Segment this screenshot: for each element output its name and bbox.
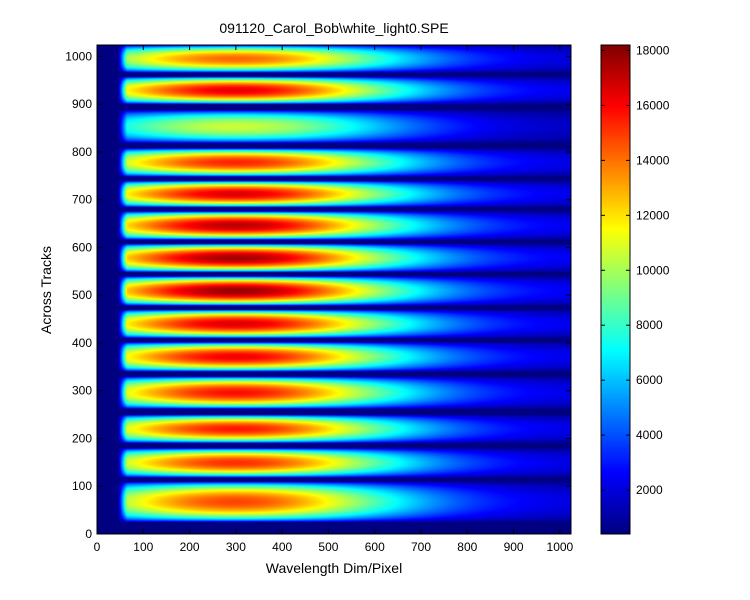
colorbar-gradient-container	[601, 45, 630, 534]
colorbar: 2000 4000 6000 8000 10000 12000 14000 16000 1800…	[600, 43, 670, 535]
colorbar-axis: 2000 4000 6000 8000 10000 12000 14000 16000 1800…	[601, 43, 670, 497]
colorbar-gradient	[601, 45, 630, 534]
colorbar-tick-label: 12000	[636, 208, 670, 222]
y-tick-label: 200	[72, 431, 92, 445]
colorbar-tick-label: 4000	[636, 428, 663, 442]
heatmap-image	[97, 45, 571, 534]
y-tick-label: 600	[72, 240, 92, 254]
colorbar-tick-label: 6000	[636, 373, 663, 387]
colorbar-tick-label: 2000	[636, 483, 663, 497]
x-tick-label: 1000	[547, 540, 574, 554]
chart-title: 091120_Carol_Bob\white_light0.SPE	[219, 20, 448, 36]
colorbar-tick-label: 18000	[636, 43, 670, 57]
y-axis: 0 100 200 300 400 500 600 700 800 900 1000	[65, 49, 571, 541]
x-tick-label: 100	[133, 540, 153, 554]
x-axis: 0 100 200 300 400 500 600 700 800 900 1000	[94, 45, 574, 554]
x-tick-label: 0	[94, 540, 101, 554]
x-axis-label: Wavelength Dim/Pixel	[266, 560, 402, 576]
colorbar-tick-label: 8000	[636, 318, 663, 332]
y-tick-label: 100	[72, 479, 92, 493]
x-tick-label: 400	[272, 540, 292, 554]
colorbar-tick-label: 10000	[636, 263, 670, 277]
x-tick-label: 500	[318, 540, 338, 554]
y-tick-label: 500	[72, 288, 92, 302]
colorbar-tick-label: 14000	[636, 153, 670, 167]
y-axis-label: Across Tracks	[38, 246, 54, 334]
x-tick-label: 600	[365, 540, 385, 554]
y-tick-label: 400	[72, 336, 92, 350]
y-tick-label: 0	[85, 527, 92, 541]
y-tick-label: 900	[72, 97, 92, 111]
heatmap-image-container	[97, 45, 571, 534]
x-tick-label: 900	[504, 540, 524, 554]
x-tick-label: 800	[457, 540, 477, 554]
x-tick-label: 700	[411, 540, 431, 554]
y-tick-label: 300	[72, 384, 92, 398]
x-tick-label: 300	[226, 540, 246, 554]
colorbar-tick-label: 16000	[636, 98, 670, 112]
plot-area: 0 100 200 300 400 500 600 700 800 900 1000 0 100 200…	[65, 44, 574, 554]
y-tick-label: 1000	[65, 49, 92, 63]
colorbar-frame	[600, 44, 631, 535]
plot-frame	[96, 44, 572, 535]
y-tick-label: 700	[72, 193, 92, 207]
x-tick-label: 200	[180, 540, 200, 554]
y-tick-label: 800	[72, 145, 92, 159]
